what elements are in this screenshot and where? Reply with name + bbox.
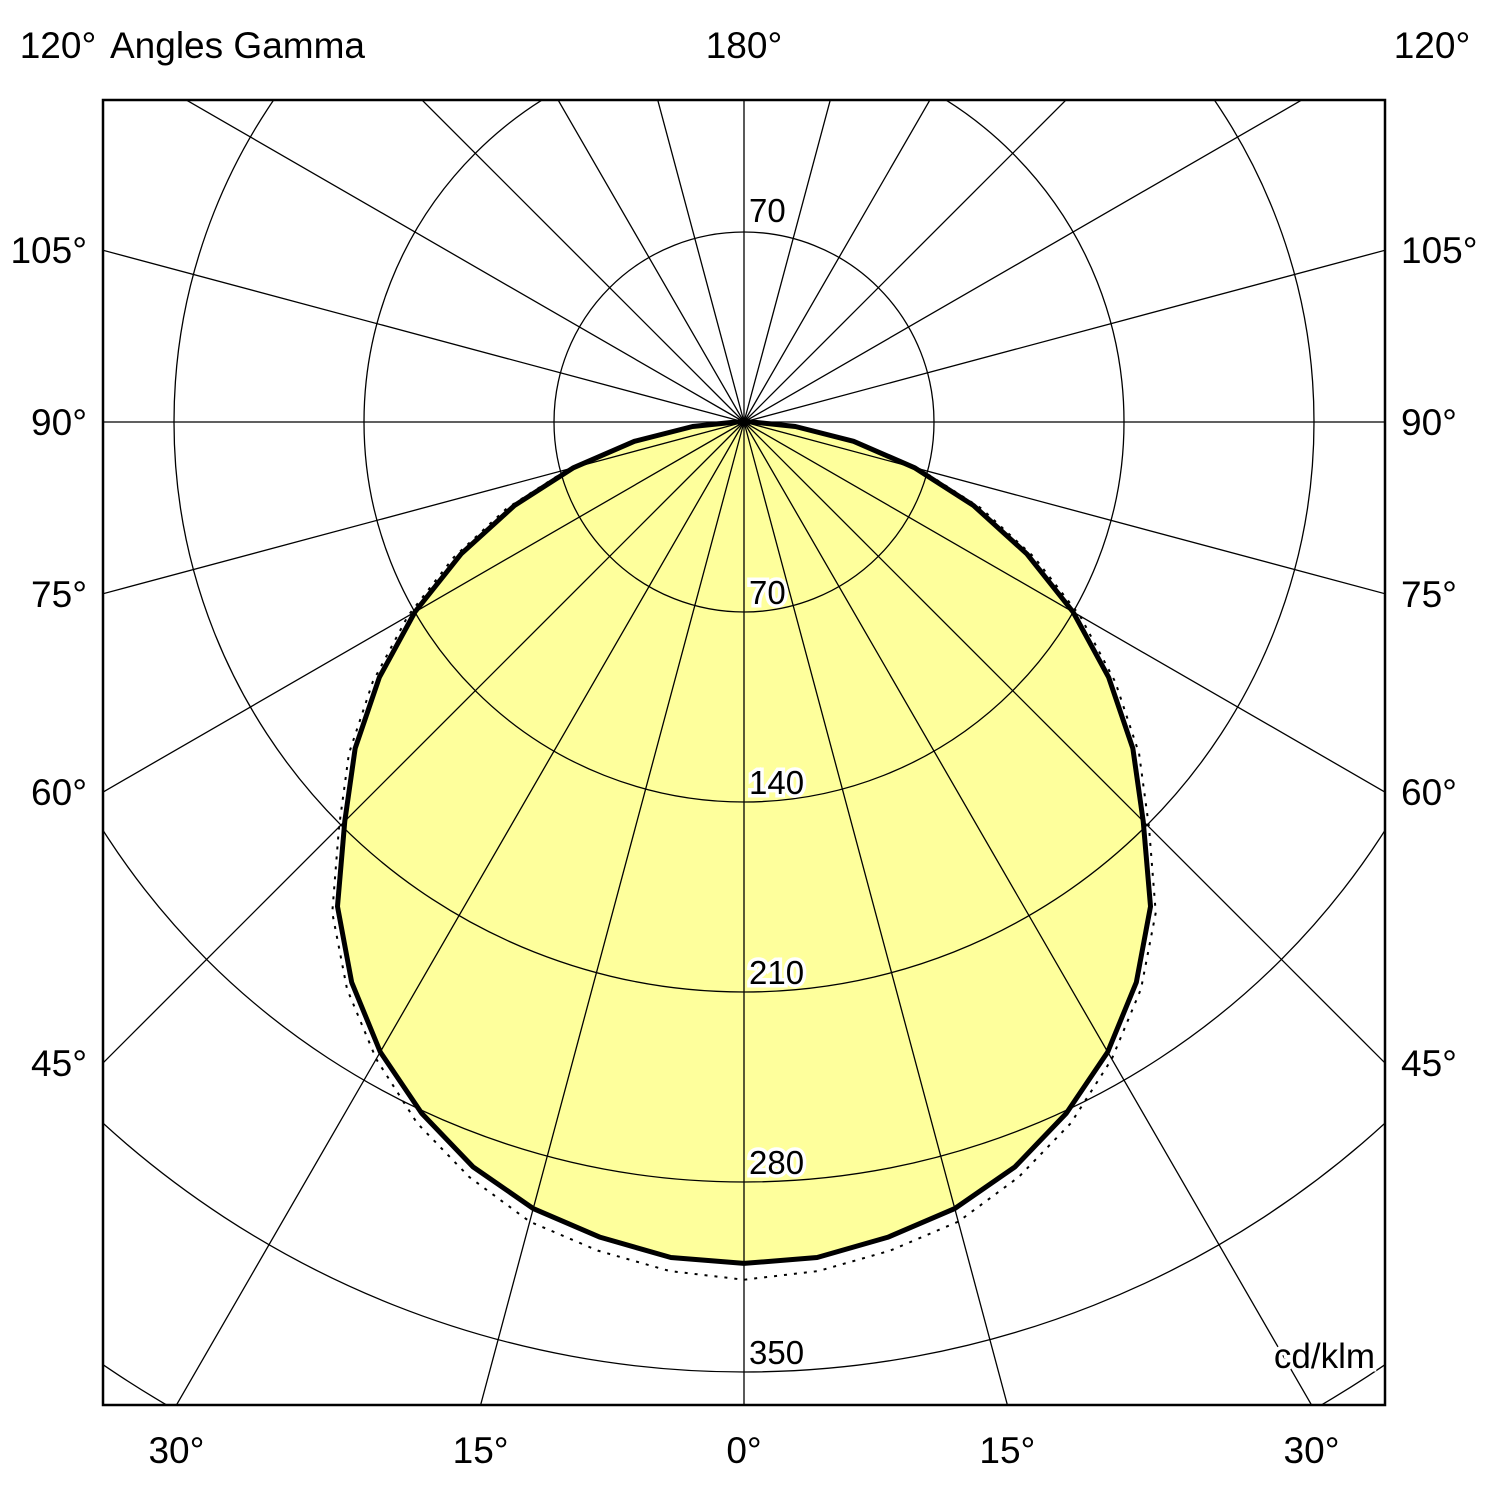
corner-angle-label-left: 120° bbox=[20, 25, 97, 66]
ring-label: 350 bbox=[749, 1334, 804, 1371]
polar-grid-ray bbox=[743, 249, 1385, 423]
polar-grid-ray bbox=[743, 421, 1009, 1405]
gamma-tick-label-right: 90° bbox=[1401, 402, 1457, 443]
gamma-tick-label-bottom: 30° bbox=[1284, 1430, 1340, 1471]
polar-grid-ray bbox=[421, 100, 745, 423]
polar-grid-ray bbox=[103, 249, 745, 423]
polar-grid-ray bbox=[175, 421, 745, 1405]
intensity-curve-C0-C180 bbox=[334, 419, 1154, 1266]
polar-grid-ray bbox=[743, 100, 931, 423]
top-angle-label: 180° bbox=[706, 25, 783, 66]
polar-grid-ray bbox=[743, 421, 1385, 1064]
gamma-tick-label-bottom: 30° bbox=[148, 1430, 204, 1471]
polar-grid-ray bbox=[743, 100, 831, 423]
gamma-tick-label-left: 90° bbox=[31, 402, 87, 443]
ring-label: 210 bbox=[749, 954, 804, 991]
gamma-tick-label-bottom: 15° bbox=[453, 1430, 509, 1471]
polar-grid-ray bbox=[657, 100, 745, 423]
unit-label: cd/klm bbox=[1274, 1337, 1375, 1376]
gamma-tick-label-left: 60° bbox=[31, 772, 87, 813]
polar-grid-ray bbox=[743, 421, 1385, 793]
ring-label: 280 bbox=[749, 1144, 804, 1181]
polar-grid-ray bbox=[184, 100, 745, 423]
gamma-tick-label-bottom: 15° bbox=[979, 1430, 1035, 1471]
plot-border bbox=[101, 98, 1387, 1407]
gamma-tick-label-right: 60° bbox=[1401, 772, 1457, 813]
polar-grid-ray bbox=[743, 100, 1304, 423]
polar-grid-ray bbox=[103, 421, 745, 1064]
ring-label-top: 70 bbox=[749, 192, 786, 229]
polar-grid-ray bbox=[743, 421, 1385, 595]
corner-angle-label-right: 120° bbox=[1394, 25, 1471, 66]
intensity-curve-C90-C270 bbox=[331, 421, 1157, 1281]
polar-grid-ray bbox=[743, 100, 1067, 423]
ring-label: 70 bbox=[749, 574, 786, 611]
polar-grid-ray bbox=[557, 100, 745, 423]
gamma-tick-label-right: 45° bbox=[1401, 1043, 1457, 1084]
polar-grid-ray bbox=[479, 421, 745, 1405]
gamma-tick-label-right: 105° bbox=[1401, 230, 1478, 271]
chart-title: Angles Gamma bbox=[110, 25, 365, 66]
gamma-tick-label-left: 75° bbox=[31, 574, 87, 615]
polar-grid-ray bbox=[743, 421, 1313, 1405]
gamma-tick-label-left: 105° bbox=[10, 230, 87, 271]
gamma-tick-label-bottom: 0° bbox=[726, 1430, 761, 1471]
gamma-tick-label-right: 75° bbox=[1401, 574, 1457, 615]
polar-grid-ray bbox=[103, 421, 745, 595]
gamma-tick-label-left: 45° bbox=[31, 1043, 87, 1084]
ring-label: 140 bbox=[749, 764, 804, 801]
polar-grid-ray bbox=[103, 421, 745, 793]
